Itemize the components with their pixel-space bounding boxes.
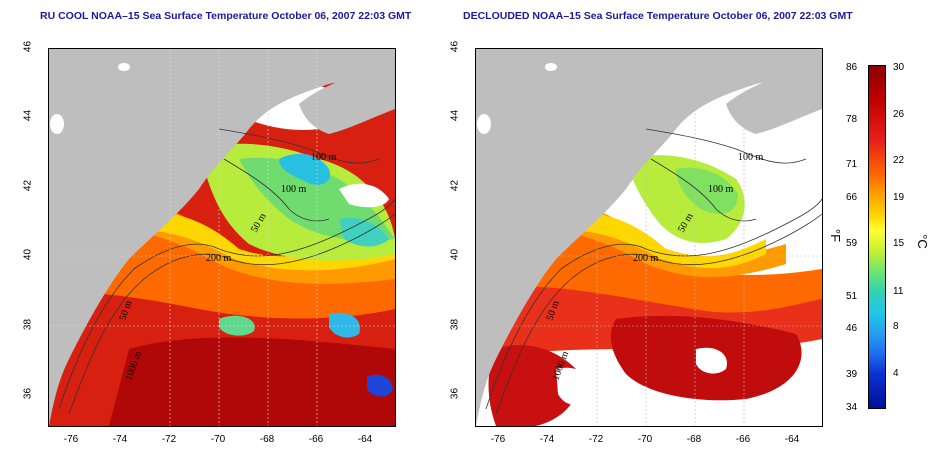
temperature-colorbar	[868, 65, 886, 409]
lake-1	[118, 63, 130, 71]
lat-tick-right: 40	[449, 248, 461, 261]
lat-tick-right: 42	[449, 179, 461, 192]
lon-tick-right: -74	[539, 434, 555, 445]
lat-tick-left: 46	[22, 40, 34, 53]
sst-deep-red	[109, 337, 395, 426]
label-contour-200m: 200 m	[633, 253, 659, 264]
lon-tick-right: -72	[588, 434, 604, 445]
lat-tick-right: 38	[449, 318, 461, 331]
lon-tick-left: -66	[308, 434, 324, 445]
colorbar-fahrenheit-tick: 86	[846, 62, 858, 73]
contour-1000m	[495, 213, 822, 415]
colorbar-celsius-tick: 22	[893, 155, 905, 166]
contour-200m	[485, 198, 822, 410]
sst-cyan-patch-3	[329, 312, 360, 338]
contour-50m	[650, 158, 757, 222]
colorbar-celsius-tick: 8	[893, 321, 899, 332]
lon-tick-left: -76	[63, 434, 79, 445]
lat-tick-left: 44	[22, 109, 34, 122]
lon-tick-left: -64	[357, 434, 373, 445]
lat-tick-left: 38	[22, 318, 34, 331]
lon-tick-right: -66	[735, 434, 751, 445]
lake-2	[50, 114, 64, 134]
colorbar-fahrenheit-tick: 39	[846, 369, 858, 380]
land-nova-scotia	[299, 67, 395, 134]
lat-tick-left: 36	[22, 387, 34, 400]
cloud-patch-1	[339, 183, 389, 208]
colorbar-unit-celsius: °C	[914, 234, 930, 249]
lon-tick-left: -72	[161, 434, 177, 445]
graticule	[49, 49, 395, 426]
contour-100m	[218, 128, 380, 164]
colorbar-fahrenheit-tick: 34	[846, 402, 858, 413]
sst-yellow-band	[536, 212, 766, 269]
colorbar-fahrenheit-tick: 51	[846, 291, 858, 302]
label-contour-200m: 200 m	[206, 253, 232, 264]
lon-tick-right: -64	[784, 434, 800, 445]
colorbar-celsius-tick: 26	[893, 109, 905, 120]
sst-blue-spot	[367, 374, 393, 397]
colorbar-fahrenheit-tick: 46	[846, 323, 858, 334]
sst-green-patch	[219, 315, 255, 336]
colorbar-celsius-tick: 15	[893, 238, 905, 249]
contour-50m	[223, 158, 330, 222]
left-map-title: RU COOL NOAA–15 Sea Surface Temperature …	[40, 10, 412, 22]
colorbar-fahrenheit-tick: 71	[846, 159, 858, 170]
colorbar-celsius-tick: 19	[893, 192, 905, 203]
colorbar-unit-fahrenheit: °F	[828, 228, 844, 243]
colorbar-celsius-tick: 30	[893, 62, 905, 73]
lon-tick-left: -74	[112, 434, 128, 445]
lon-tick-left: -68	[259, 434, 275, 445]
sst-map-raw[interactable]: 100 m 100 m 50 m 200 m 50 m 1000 m	[48, 48, 396, 427]
cloud-hole-1	[556, 367, 595, 406]
label-contour-100m-a: 100 m	[311, 152, 337, 163]
lat-tick-right: 44	[449, 109, 461, 122]
sst-map-raw-canvas: 100 m 100 m 50 m 200 m 50 m 1000 m	[49, 49, 395, 426]
right-map-title: DECLOUDED NOAA–15 Sea Surface Temperatur…	[463, 10, 853, 22]
lon-tick-right: -68	[686, 434, 702, 445]
sst-map-declouded-canvas: 100 m 100 m 50 m 200 m 50 m 1000 m	[476, 49, 822, 426]
sst-lightgreen-shelf	[676, 167, 738, 214]
lon-tick-right: -76	[490, 434, 506, 445]
colorbar-celsius-tick: 4	[893, 368, 899, 379]
contour-1000m	[68, 213, 395, 415]
lat-tick-left: 42	[22, 179, 34, 192]
lat-tick-left: 40	[22, 248, 34, 261]
colorbar-fahrenheit-tick: 66	[846, 192, 858, 203]
graticule	[476, 49, 822, 426]
label-contour-100m-b: 100 m	[708, 184, 734, 195]
label-contour-100m-b: 100 m	[281, 184, 307, 195]
sst-deep-red-patch-2	[488, 345, 579, 426]
land-nova-scotia	[726, 67, 822, 134]
sst-map-declouded[interactable]: 100 m 100 m 50 m 200 m 50 m 1000 m	[475, 48, 823, 427]
cloud-hole-2	[696, 347, 727, 374]
lon-tick-left: -70	[210, 434, 226, 445]
contour-100m	[645, 128, 807, 164]
colorbar-fahrenheit-tick: 59	[846, 238, 858, 249]
lake-2	[477, 114, 491, 134]
land-mass	[49, 49, 395, 426]
contour-200m	[58, 198, 395, 410]
land-mass	[476, 49, 822, 426]
lon-tick-right: -70	[637, 434, 653, 445]
colorbar-fahrenheit-tick: 78	[846, 114, 858, 125]
lat-tick-right: 46	[449, 40, 461, 53]
colorbar-celsius-tick: 11	[893, 286, 904, 297]
lat-tick-right: 36	[449, 387, 461, 400]
sst-cyan-patch-2	[339, 217, 389, 247]
label-contour-100m-a: 100 m	[738, 152, 764, 163]
lake-1	[545, 63, 557, 71]
